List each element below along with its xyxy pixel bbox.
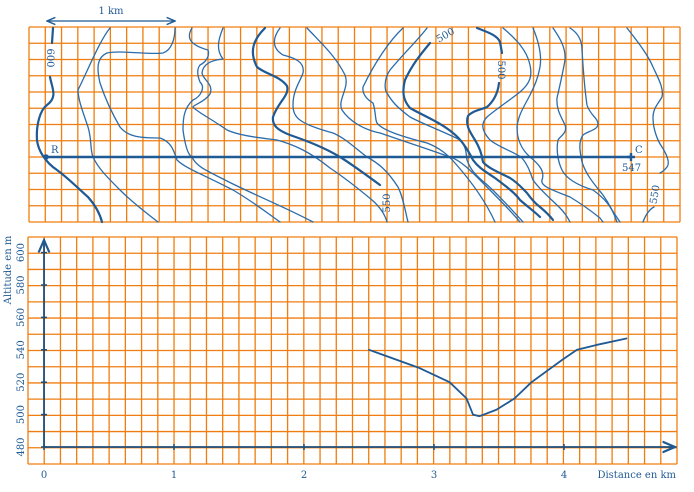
elevation-profile-chart: 0 1 2 3 4 480 500 520 540 560 580 600 Distance… xyxy=(3,235,678,481)
contour-line xyxy=(642,206,655,223)
contour-lines xyxy=(35,26,669,224)
scale-label: 1 km xyxy=(98,6,124,17)
contour-line xyxy=(516,27,604,223)
profile-series-line xyxy=(368,337,628,418)
contour-label-600: 600 xyxy=(44,48,55,67)
contour-label-500: 500 xyxy=(495,60,506,79)
point-r-marker xyxy=(43,154,49,160)
x-tick-label: 1 xyxy=(171,470,177,481)
y-tick-label: 520 xyxy=(16,373,27,392)
contour-label-500: 500 xyxy=(435,26,457,45)
contour-line xyxy=(552,27,621,223)
topographic-map: 600 500 500 550 550 R C 547 1 km xyxy=(28,6,681,224)
point-c-altitude: 547 xyxy=(622,163,641,174)
y-axis-title: Altitude en m xyxy=(3,235,14,305)
contour-line xyxy=(569,27,618,223)
axis-ticks xyxy=(41,251,565,450)
contour-line xyxy=(482,27,571,223)
contour-line-550 xyxy=(626,27,669,174)
x-tick-label: 4 xyxy=(561,470,567,481)
x-tick-labels: 0 1 2 3 4 xyxy=(41,470,567,481)
contour-label-550: 550 xyxy=(382,193,393,212)
contour-line-500 xyxy=(466,26,555,222)
contour-line xyxy=(362,27,496,223)
contour-line xyxy=(182,27,314,223)
y-tick-label: 540 xyxy=(16,340,27,359)
contour-line-500 xyxy=(402,41,542,219)
contour-line xyxy=(273,27,409,223)
y-tick-label: 560 xyxy=(16,308,27,327)
y-tick-label: 580 xyxy=(16,275,27,294)
y-tick-label: 600 xyxy=(16,243,27,262)
x-axis-title: Distance en km xyxy=(597,470,676,481)
y-tick-label: 500 xyxy=(16,405,27,424)
contour-line xyxy=(306,27,521,223)
contour-line xyxy=(384,27,524,223)
contour-line xyxy=(97,27,281,223)
contour-line-600 xyxy=(35,26,104,224)
x-tick-label: 0 xyxy=(41,470,47,481)
point-c-label: C xyxy=(635,145,643,156)
y-tick-label: 480 xyxy=(16,437,27,456)
contour-line xyxy=(251,26,382,187)
point-c-marker xyxy=(627,153,635,161)
contour-line xyxy=(192,27,388,223)
point-r-label: R xyxy=(51,145,59,156)
contour-label-550: 550 xyxy=(648,184,662,205)
x-tick-label: 3 xyxy=(431,470,437,481)
map-grid xyxy=(28,26,681,223)
contour-line xyxy=(77,27,159,223)
y-tick-labels: 480 500 520 540 560 580 600 xyxy=(16,243,27,456)
x-tick-label: 2 xyxy=(301,470,307,481)
chart-grid xyxy=(27,236,678,465)
